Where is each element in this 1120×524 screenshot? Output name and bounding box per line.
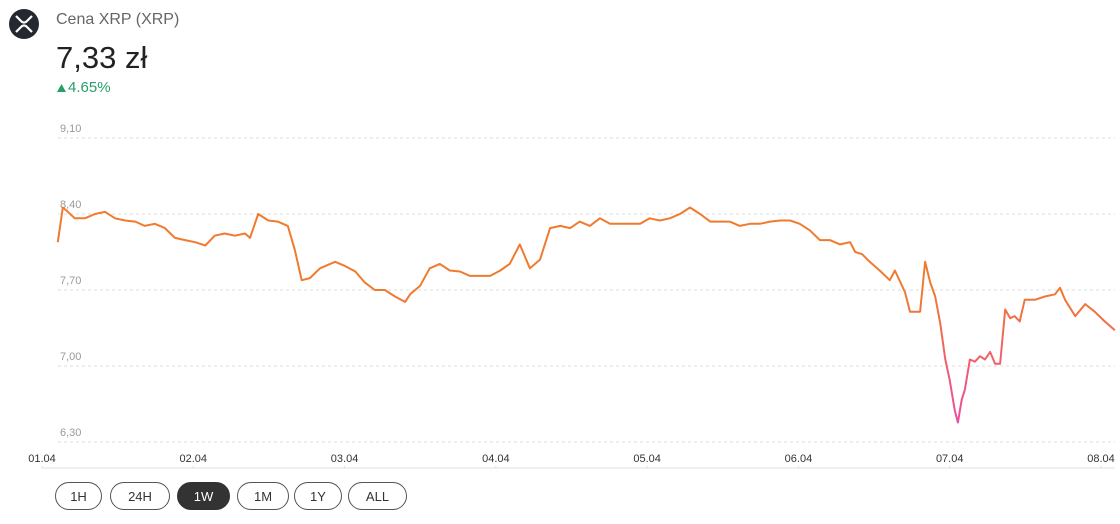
coin-icon-glyph <box>15 15 33 33</box>
y-tick-label: 9,10 <box>60 123 81 135</box>
x-tick-label: 08.04 <box>1087 453 1115 465</box>
x-tick-label: 06.04 <box>785 453 813 465</box>
coin-icon <box>9 9 39 39</box>
price-change: 4.65% <box>68 79 111 96</box>
price: 7,33 zł <box>56 40 148 75</box>
range-button[interactable]: 24H <box>110 482 170 510</box>
range-button[interactable]: 1W <box>177 482 230 510</box>
x-tick-label: 02.04 <box>180 453 208 465</box>
price-line <box>56 206 1116 424</box>
range-button[interactable]: 1M <box>237 482 289 510</box>
y-tick-label: 8,40 <box>60 199 81 211</box>
x-tick-label: 05.04 <box>633 453 661 465</box>
x-tick-label: 07.04 <box>936 453 964 465</box>
x-tick-label: 03.04 <box>331 453 359 465</box>
title: Cena XRP (XRP) <box>56 11 180 28</box>
range-button[interactable]: 1H <box>55 482 102 510</box>
y-tick-label: 7,70 <box>60 275 81 287</box>
range-button[interactable]: 1Y <box>294 482 342 510</box>
range-button[interactable]: ALL <box>348 482 407 510</box>
y-tick-label: 6,30 <box>60 427 81 439</box>
x-tick-label: 04.04 <box>482 453 510 465</box>
x-tick-label: 01.04 <box>28 453 56 465</box>
y-tick-label: 7,00 <box>60 351 81 363</box>
up-arrow <box>57 84 66 92</box>
